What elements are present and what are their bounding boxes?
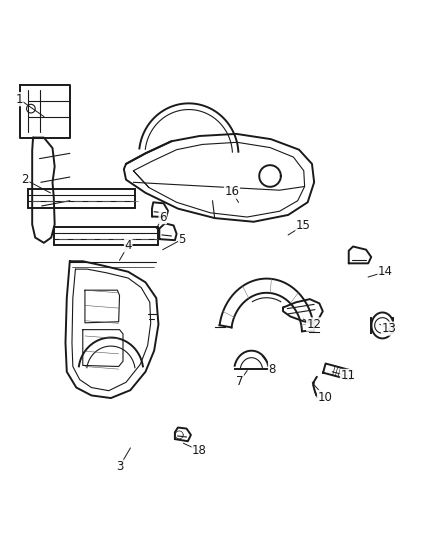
Text: 8: 8: [268, 362, 276, 376]
Text: 10: 10: [318, 391, 332, 403]
Text: 4: 4: [124, 239, 132, 252]
Text: 13: 13: [381, 322, 396, 335]
Text: 14: 14: [378, 265, 393, 278]
Text: 12: 12: [307, 318, 321, 331]
Text: 15: 15: [296, 219, 311, 232]
Text: 11: 11: [340, 369, 355, 383]
Text: 5: 5: [179, 232, 186, 246]
Text: 7: 7: [236, 375, 244, 387]
Text: 6: 6: [159, 211, 166, 223]
Text: 1: 1: [15, 93, 23, 106]
Text: 3: 3: [116, 460, 123, 473]
Text: 18: 18: [192, 444, 207, 457]
Text: 16: 16: [224, 185, 240, 198]
Text: 2: 2: [21, 173, 29, 186]
